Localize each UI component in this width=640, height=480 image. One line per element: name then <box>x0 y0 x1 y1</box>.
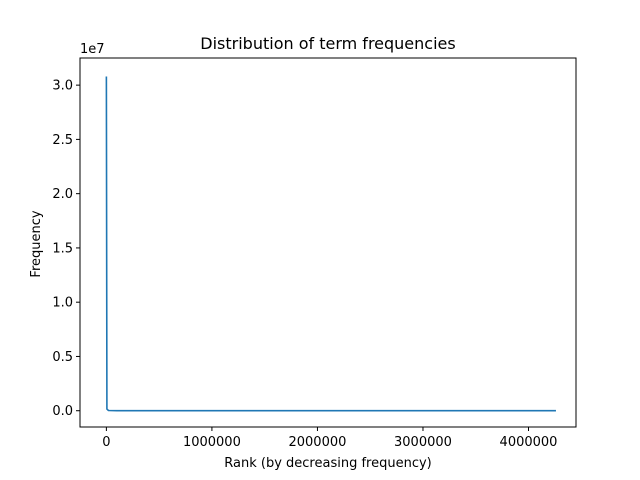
chart-title: Distribution of term frequencies <box>200 34 455 53</box>
x-tick-label: 4000000 <box>500 435 558 450</box>
x-axis-label: Rank (by decreasing frequency) <box>224 456 431 471</box>
series-line-1 <box>105 76 556 412</box>
y-axis-label: Frequency <box>29 210 44 277</box>
y-axis: 0.0 0.5 1.0 1.5 2.0 2.5 3.0 <box>52 79 80 419</box>
y-tick-label: 1.0 <box>52 296 73 311</box>
plot-layer <box>105 76 556 412</box>
x-tick-label: 0 <box>102 435 110 450</box>
x-axis: 0 1000000 2000000 3000000 4000000 <box>102 427 557 450</box>
y-tick-label: 3.0 <box>52 79 73 94</box>
y-tick-label: 0.5 <box>52 350 73 365</box>
y-tick-label: 2.5 <box>52 133 73 148</box>
y-tick-label: 0.0 <box>52 404 73 419</box>
x-tick-label: 2000000 <box>288 435 346 450</box>
y-offset-label: 1e7 <box>80 42 105 57</box>
plot-frame <box>79 57 577 428</box>
x-tick-label: 1000000 <box>183 435 241 450</box>
x-tick-label: 3000000 <box>394 435 452 450</box>
y-tick-label: 2.0 <box>52 187 73 202</box>
y-tick-label: 1.5 <box>52 241 73 256</box>
